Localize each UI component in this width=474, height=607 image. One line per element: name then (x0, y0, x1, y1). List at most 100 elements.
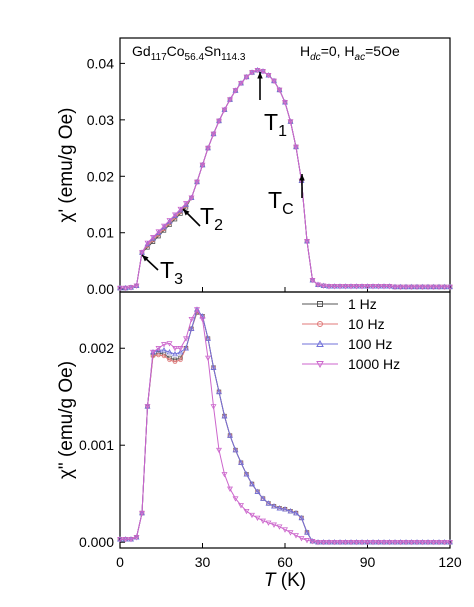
data-point (134, 535, 139, 540)
annotation-text: T (200, 203, 214, 229)
data-point (392, 539, 398, 546)
legend-label: 1 Hz (348, 296, 377, 312)
data-point (276, 524, 283, 530)
data-point (370, 284, 376, 290)
data-point (298, 536, 305, 542)
data-point (194, 307, 200, 313)
data-point (210, 364, 217, 370)
plot-frame (119, 37, 451, 293)
data-point (150, 353, 156, 359)
data-point (188, 195, 195, 201)
data-point (167, 357, 172, 363)
data-point (287, 119, 294, 125)
annotation: TC (268, 187, 294, 218)
sample-label-part: Co (167, 43, 185, 59)
data-point (161, 223, 167, 230)
data-point (441, 539, 448, 546)
data-point (425, 539, 431, 546)
data-point (271, 503, 277, 509)
data-point (161, 342, 167, 348)
data-point (205, 335, 211, 341)
sample-label-part: 117 (151, 52, 167, 63)
annotation-text: T (268, 187, 282, 213)
data-point (260, 495, 266, 501)
data-point (144, 240, 151, 247)
data-point (183, 336, 189, 342)
data-point (172, 350, 178, 357)
data-point (331, 539, 338, 546)
data-point (381, 284, 387, 290)
data-point (200, 162, 205, 168)
annotation-text: T (264, 109, 278, 135)
data-point (276, 87, 283, 94)
sample-label-part: Sn (204, 43, 221, 59)
data-point (216, 447, 222, 454)
field-label-part: dc (310, 52, 321, 63)
data-point (216, 388, 222, 395)
data-point (364, 539, 371, 546)
data-point (293, 509, 299, 516)
data-point (183, 201, 189, 207)
data-point (353, 284, 360, 290)
data-point (216, 118, 222, 124)
data-point (216, 118, 222, 125)
data-point (128, 537, 134, 543)
data-point (386, 284, 393, 290)
data-point (381, 539, 387, 546)
data-point (210, 404, 217, 410)
data-point (441, 284, 448, 291)
data-point (447, 539, 453, 545)
y-tick-label: 0.03 (87, 112, 114, 128)
data-point (249, 70, 255, 76)
data-point (392, 284, 398, 291)
data-point (211, 131, 216, 137)
data-point (419, 539, 426, 546)
annotation-text: T (160, 257, 174, 283)
data-point (172, 346, 178, 352)
annotation-arrowhead (299, 174, 305, 181)
data-point (172, 359, 178, 365)
data-point (276, 505, 283, 511)
sample-label: Gd117Co56.4Sn114.3 (132, 43, 246, 63)
data-point (161, 347, 167, 353)
x-axis-label-part: (K) (276, 570, 307, 591)
legend-label: 100 Hz (348, 336, 392, 352)
data-point (249, 480, 255, 487)
data-point (254, 488, 261, 494)
x-tick-label: 120 (438, 554, 462, 570)
data-point (447, 284, 453, 291)
data-point (342, 284, 349, 290)
data-point (364, 284, 371, 290)
data-point (166, 341, 173, 347)
data-point (172, 212, 178, 218)
legend-marker (316, 339, 324, 347)
x-tick-label: 0 (116, 554, 124, 570)
y-tick-label: 0.00 (87, 281, 114, 297)
field-label-part: =0, H (321, 43, 355, 59)
data-point (117, 537, 123, 543)
data-point (139, 250, 145, 256)
data-point (139, 250, 145, 255)
data-point (386, 539, 393, 546)
data-point (304, 239, 310, 245)
data-point (419, 284, 426, 291)
data-point (304, 529, 310, 535)
data-point (293, 510, 299, 516)
annotation-arrowhead (257, 72, 263, 79)
data-point (227, 486, 233, 492)
data-point (287, 508, 294, 514)
annotation-arrowhead (183, 209, 190, 216)
data-point (408, 539, 415, 546)
y-tick-label: 0.01 (87, 225, 114, 241)
data-point (310, 277, 315, 283)
data-point (254, 67, 261, 74)
data-point (134, 283, 139, 288)
data-point (188, 316, 195, 323)
field-label-part: =5Oe (365, 43, 400, 59)
data-point (342, 539, 349, 546)
data-point (205, 145, 211, 152)
data-point (194, 179, 200, 186)
data-point (233, 447, 238, 453)
data-point (205, 145, 211, 151)
data-point (370, 539, 376, 546)
